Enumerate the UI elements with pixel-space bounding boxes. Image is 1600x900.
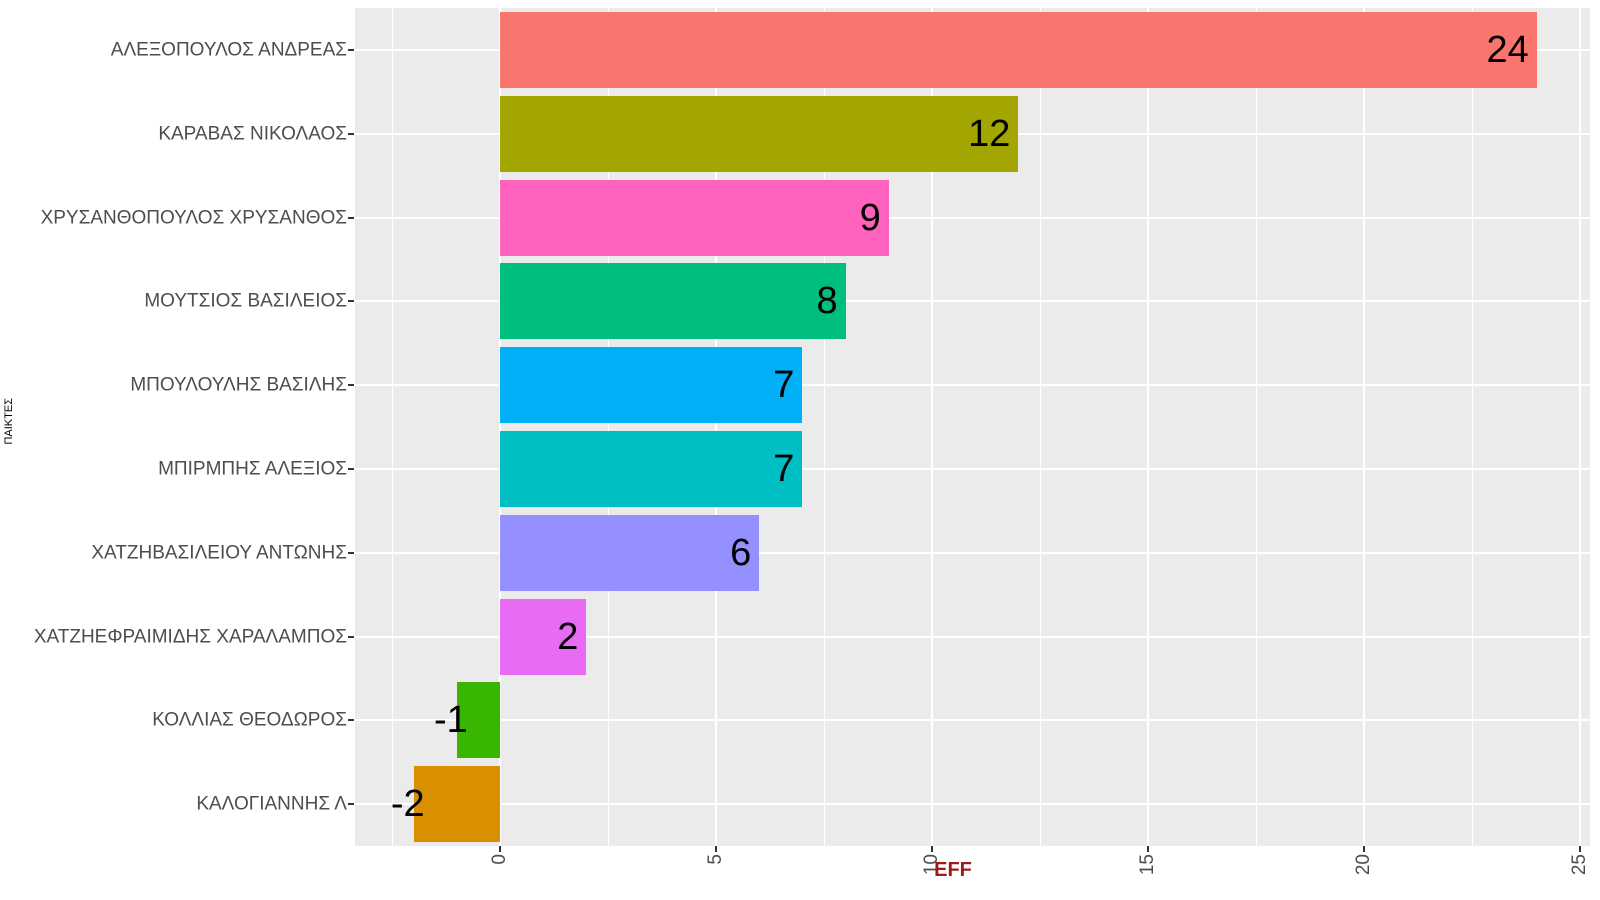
bar — [500, 95, 1019, 172]
bar — [500, 514, 760, 591]
bar — [413, 766, 500, 843]
minor-gridline — [607, 8, 609, 846]
y-axis-title: ΠΑΙΚΤΕΣ — [3, 398, 15, 445]
value-label: 8 — [816, 280, 838, 323]
category-gridline — [355, 384, 1590, 387]
y-tick-mark — [348, 635, 354, 638]
category-label: ΧΑΤΖΗΒΑΣΙΛΕΙΟΥ ΑΝΤΩΝΗΣ — [91, 542, 347, 564]
y-tick-mark — [348, 216, 354, 219]
minor-gridline — [823, 8, 825, 846]
value-label: 7 — [773, 364, 795, 407]
bar — [500, 430, 803, 507]
bar — [500, 347, 803, 424]
minor-gridline — [1039, 8, 1041, 846]
bar — [500, 179, 889, 256]
y-tick-mark — [348, 300, 354, 303]
bar — [500, 11, 1537, 88]
category-label: ΧΑΤΖΗΕΦΡΑΙΜΙΔΗΣ ΧΑΡΑΛΑΜΠΟΣ — [33, 626, 347, 647]
major-gridline — [715, 8, 717, 846]
value-label: 7 — [773, 447, 795, 490]
value-label: 2 — [557, 615, 579, 658]
minor-gridline — [1255, 8, 1257, 846]
x-tick-label: 20 — [1353, 854, 1374, 876]
category-gridline — [355, 635, 1590, 638]
value-label: -1 — [434, 699, 468, 742]
value-label: 9 — [859, 196, 881, 239]
y-tick-mark — [348, 132, 354, 135]
x-tick-mark — [1579, 846, 1581, 852]
category-gridline — [355, 551, 1590, 554]
category-gridline — [355, 300, 1590, 303]
major-gridline — [931, 8, 933, 846]
major-gridline — [499, 8, 501, 846]
bar — [500, 263, 846, 340]
value-label: -2 — [390, 783, 425, 826]
category-label: ΜΠΙΡΜΠΗΣ ΑΛΕΞΙΟΣ — [158, 458, 347, 480]
category-label: ΜΟΥΤΣΙΟΣ ΒΑΣΙΛΕΙΟΣ — [144, 290, 347, 312]
category-label: ΑΛΕΞΟΠΟΥΛΟΣ ΑΝΔΡΕΑΣ — [110, 39, 347, 61]
minor-gridline — [391, 8, 393, 846]
category-gridline — [355, 216, 1590, 219]
category-gridline — [355, 803, 1590, 806]
x-tick-mark — [1147, 846, 1149, 852]
value-label: 12 — [968, 112, 1011, 155]
x-tick-label: 25 — [1569, 854, 1590, 876]
x-tick-label: 0 — [489, 854, 510, 865]
category-label: ΧΡΥΣΑΝΘΟΠΟΥΛΟΣ ΧΡΥΣΑΝΘΟΣ — [40, 207, 347, 228]
x-tick-mark — [1363, 846, 1365, 852]
x-tick-mark — [931, 846, 933, 852]
category-gridline — [355, 467, 1590, 470]
category-label: ΜΠΟΥΛΟΥΛΗΣ ΒΑΣΙΛΗΣ — [130, 374, 347, 396]
bar — [500, 598, 587, 675]
y-tick-mark — [348, 719, 354, 722]
y-tick-mark — [348, 551, 354, 554]
category-label: ΚΟΛΛΙΑΣ ΘΕΟΔΩΡΟΣ — [152, 709, 347, 731]
major-gridline — [1579, 8, 1581, 846]
y-tick-mark — [348, 467, 354, 470]
value-label: 6 — [730, 531, 752, 574]
x-tick-label: 15 — [1137, 854, 1158, 876]
x-tick-mark — [499, 846, 501, 852]
major-gridline — [1363, 8, 1365, 846]
y-tick-mark — [348, 48, 354, 51]
value-label: 24 — [1486, 28, 1529, 71]
x-axis-title: EFF — [934, 859, 972, 881]
major-gridline — [1147, 8, 1149, 846]
y-tick-mark — [348, 803, 354, 806]
x-tick-label: 5 — [705, 854, 726, 865]
plot-panel: 24 12 9 8 7 7 6 2 -1 -2 — [355, 8, 1590, 846]
category-label: ΚΑΛΟΓΙΑΝΝΗΣ Λ — [196, 793, 347, 815]
minor-gridline — [1471, 8, 1473, 846]
bar — [456, 682, 500, 759]
category-label: ΚΑΡΑΒΑΣ ΝΙΚΟΛΑΟΣ — [158, 123, 347, 145]
y-tick-mark — [348, 384, 354, 387]
category-gridline — [355, 719, 1590, 722]
x-tick-mark — [715, 846, 717, 852]
